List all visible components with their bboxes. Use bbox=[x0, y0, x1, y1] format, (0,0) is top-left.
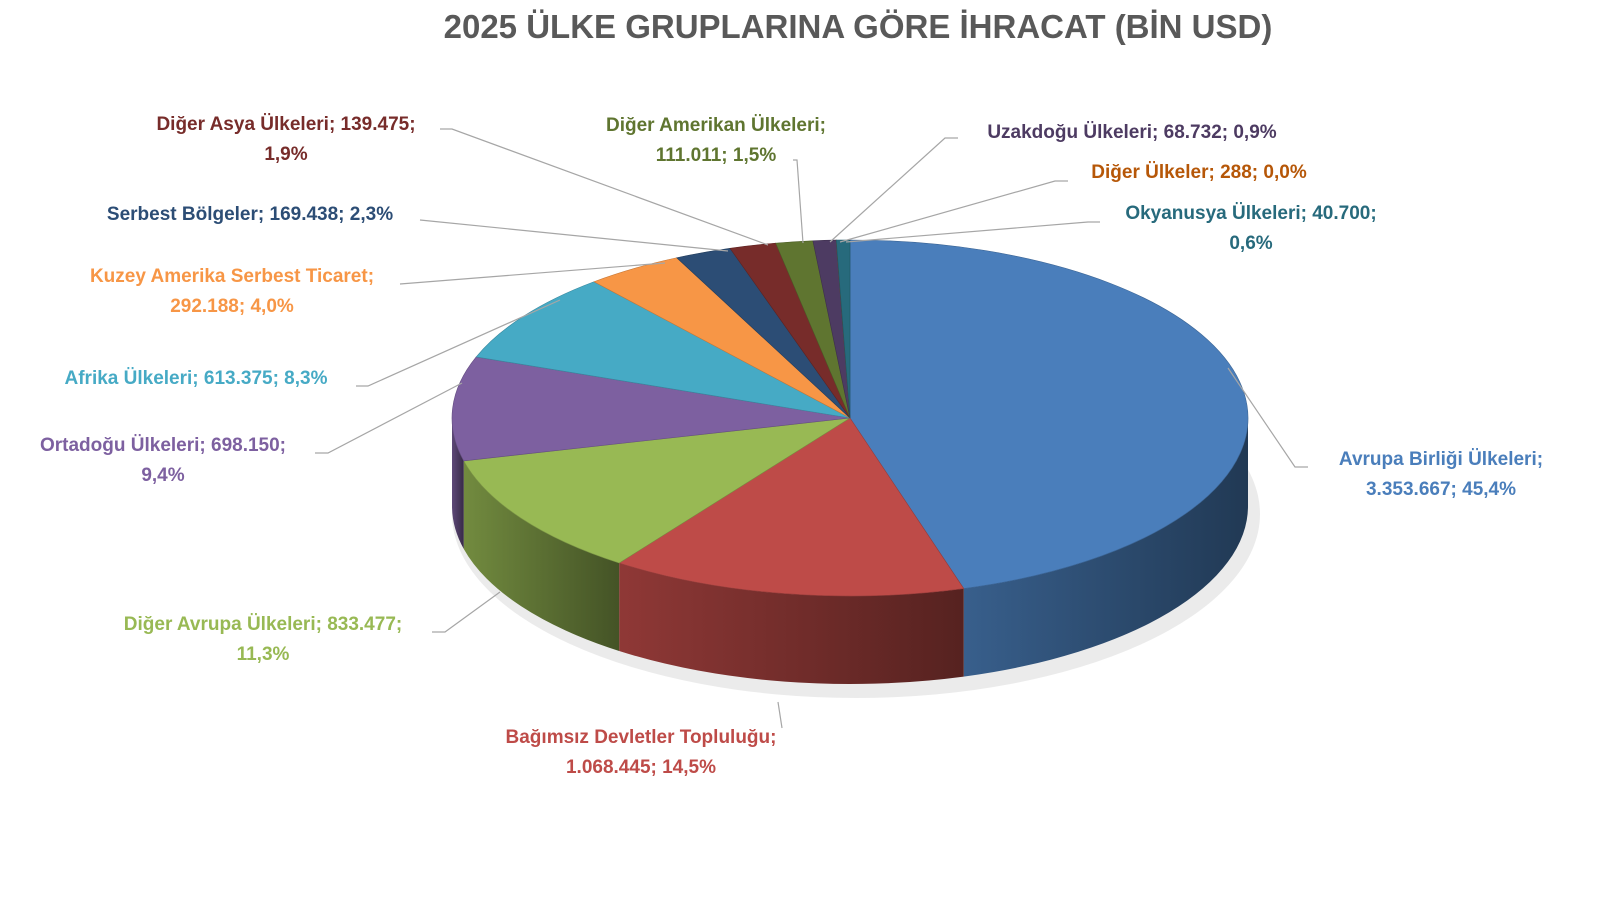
data-label: Afrika Ülkeleri; 613.375; 8,3% bbox=[65, 364, 328, 394]
leader-line bbox=[432, 591, 501, 633]
data-label: Avrupa Birliği Ülkeleri; 3.353.667; 45,4% bbox=[1339, 445, 1543, 505]
data-label-line: Avrupa Birliği Ülkeleri; bbox=[1338, 449, 1544, 470]
data-label-line: Kuzey Amerika Serbest Ticaret; bbox=[89, 266, 375, 287]
leader-lines bbox=[315, 128, 1308, 729]
data-label-line: Okyanusya Ülkeleri; 40.700; bbox=[1125, 203, 1377, 224]
pie-side-1 bbox=[619, 562, 964, 684]
leader-line bbox=[399, 262, 666, 285]
data-label-line: Afrika Ülkeleri; 613.375; 8,3% bbox=[64, 368, 328, 389]
leader-line bbox=[356, 299, 561, 387]
leader-line bbox=[777, 701, 783, 729]
data-label-line: Serbest Bölgeler; 169.438; 2,3% bbox=[106, 204, 394, 225]
data-label: Diğer Asya Ülkeleri; 139.475; 1,9% bbox=[156, 110, 415, 170]
chart-title: 2025 ÜLKE GRUPLARINA GÖRE İHRACAT (BİN U… bbox=[443, 8, 1273, 45]
data-label-line: 111.011; 1,5% bbox=[655, 145, 777, 166]
pie-slice[interactable] bbox=[463, 417, 851, 564]
leader-line bbox=[793, 159, 804, 244]
pie-slice[interactable] bbox=[835, 239, 851, 419]
data-label: Ortadoğu Ülkeleri; 698.150; 9,4% bbox=[40, 431, 286, 491]
data-label-line: 0,6% bbox=[1229, 233, 1273, 254]
pie-side-0 bbox=[963, 418, 1248, 677]
data-label: Diğer Ülkeler; 288; 0,0% bbox=[1091, 158, 1306, 188]
leader-line bbox=[315, 382, 463, 454]
data-label: Serbest Bölgeler; 169.438; 2,3% bbox=[107, 200, 393, 230]
leader-line bbox=[419, 219, 729, 252]
pie-slice[interactable] bbox=[451, 356, 851, 462]
data-label-line: 11,3% bbox=[236, 644, 290, 665]
data-label: Kuzey Amerika Serbest Ticaret; 292.188; 4… bbox=[90, 262, 374, 322]
data-label-line: Diğer Asya Ülkeleri; 139.475; bbox=[156, 114, 416, 135]
data-label: Bağımsız Devletler Topluluğu; 1.068.445; … bbox=[506, 723, 777, 783]
data-label-line: Diğer Amerikan Ülkeleri; bbox=[606, 115, 826, 136]
data-label-line: Bağımsız Devletler Topluluğu; bbox=[505, 727, 777, 748]
leader-line bbox=[839, 180, 1068, 243]
data-label-line: Uzakdoğu Ülkeleri; 68.732; 0,9% bbox=[987, 122, 1277, 143]
leader-line bbox=[1227, 367, 1308, 468]
pie-slices bbox=[451, 239, 1249, 597]
data-label: Diğer Amerikan Ülkeleri; 111.011; 1,5% bbox=[606, 111, 826, 171]
data-label: Diğer Avrupa Ülkeleri; 833.477; 11,3% bbox=[124, 610, 402, 670]
data-label-line: Ortadoğu Ülkeleri; 698.150; bbox=[39, 435, 287, 456]
data-label-line: 292.188; 4,0% bbox=[170, 296, 294, 317]
data-label: Okyanusya Ülkeleri; 40.700; 0,6% bbox=[1125, 199, 1376, 259]
data-label-line: 3.353.667; 45,4% bbox=[1365, 479, 1517, 500]
leader-line bbox=[440, 128, 769, 246]
data-label-line: Diğer Ülkeler; 288; 0,0% bbox=[1091, 162, 1307, 183]
data-label-line: 9,4% bbox=[141, 465, 185, 486]
pie-side-3 bbox=[452, 418, 464, 549]
data-label-line: Diğer Avrupa Ülkeleri; 833.477; bbox=[123, 614, 403, 635]
pie-side-2 bbox=[463, 460, 620, 651]
pie-slice[interactable] bbox=[618, 417, 965, 597]
pie-side-walls bbox=[452, 418, 1248, 684]
data-label: Uzakdoğu Ülkeleri; 68.732; 0,9% bbox=[987, 118, 1276, 148]
leader-line bbox=[845, 221, 1100, 243]
data-label-line: 1.068.445; 14,5% bbox=[565, 757, 716, 778]
leader-line bbox=[829, 137, 958, 243]
data-label-line: 1,9% bbox=[264, 144, 308, 165]
